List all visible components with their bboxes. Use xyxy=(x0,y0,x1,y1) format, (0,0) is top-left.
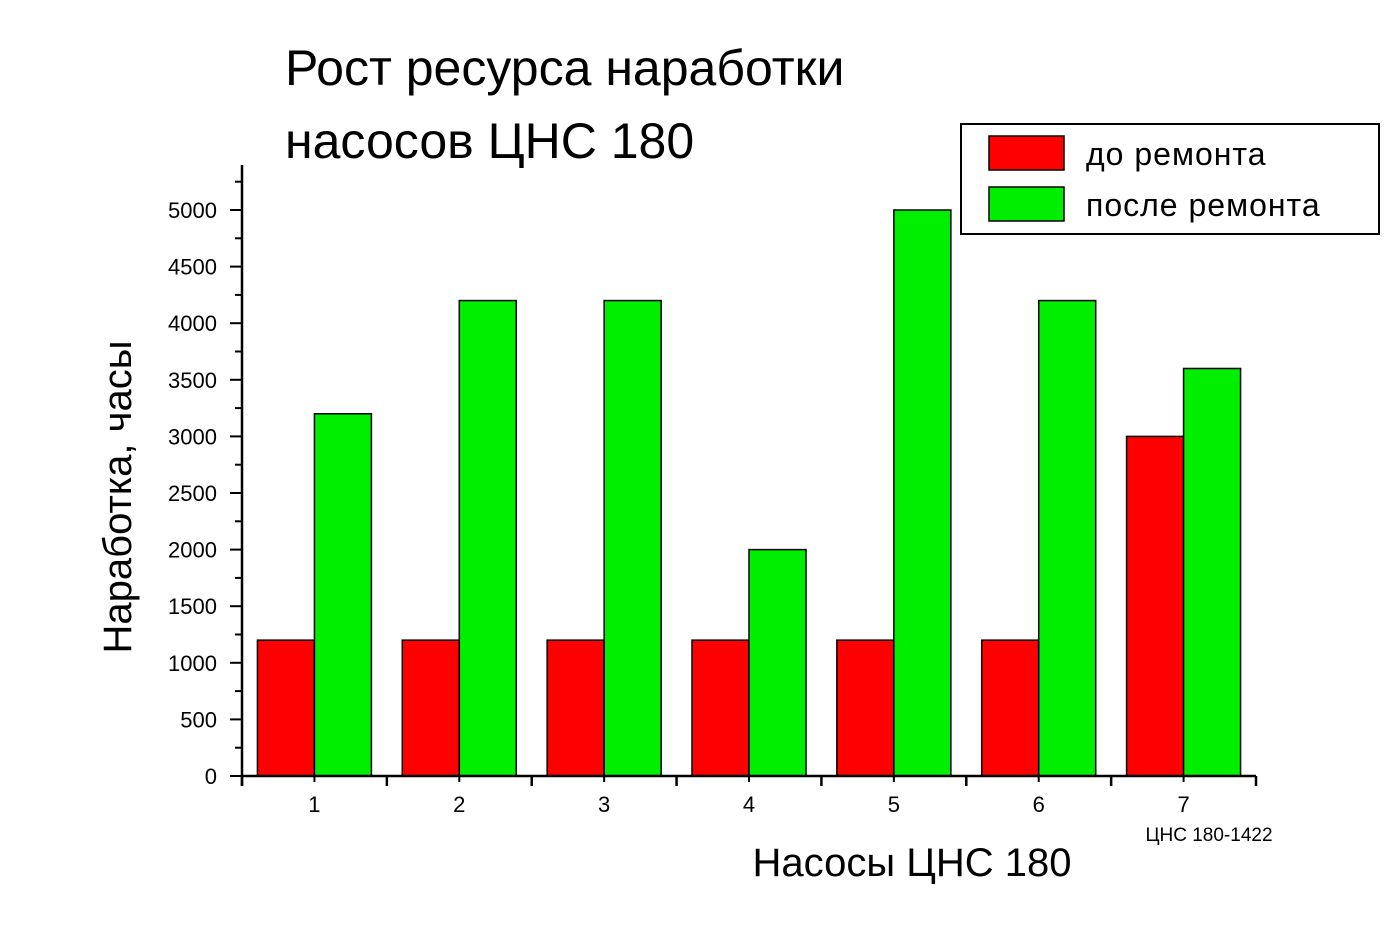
y-tick-label: 4000 xyxy=(168,311,217,336)
x-tick-label: 2 xyxy=(453,792,465,817)
bar-before-6 xyxy=(980,639,1040,777)
legend-label-after: после ремонта xyxy=(1086,187,1321,223)
bar-after-3 xyxy=(603,299,662,777)
y-tick-label: 2000 xyxy=(168,538,217,563)
bar-before-5 xyxy=(836,639,895,777)
x-tick-label: 3 xyxy=(598,792,610,817)
y-tick-label: 1500 xyxy=(168,594,217,619)
x-axis-title: Насосы ЦНС 180 xyxy=(753,841,1072,885)
legend-swatch-after xyxy=(988,186,1065,222)
x-axis: 1 2 3 4 5 6 7 xyxy=(240,774,1258,817)
y-tick-label: 3500 xyxy=(168,368,217,393)
x-tick-label: 1 xyxy=(308,792,320,817)
y-tick-label: 4500 xyxy=(168,255,217,280)
x-tick-label: 7 xyxy=(1177,792,1189,817)
bar-after-4 xyxy=(748,548,807,777)
bar-after-6 xyxy=(1037,299,1097,777)
x-tick-label: 4 xyxy=(743,792,755,817)
bar-before-2 xyxy=(401,639,461,777)
bar-before-1 xyxy=(256,639,316,777)
y-axis: 0 500 1000 1500 2000 2500 3000 3500 4000 4500 5000 xyxy=(168,165,244,789)
bar-after-7 xyxy=(1182,367,1242,777)
category-7-note: ЦНС 180-1422 xyxy=(1145,825,1272,846)
chart-title-line-1: Рост ресурса наработки xyxy=(285,40,844,96)
chart-title-line-2: насосов ЦНС 180 xyxy=(285,113,694,169)
y-axis-title: Наработка, часы xyxy=(96,341,140,654)
x-tick-label: 6 xyxy=(1033,792,1045,817)
x-tick-label: 5 xyxy=(888,792,900,817)
y-tick-label: 3000 xyxy=(168,424,217,449)
legend: до ремонта после ремонта xyxy=(960,123,1380,235)
chart-title: Рост ресурса наработки насосов ЦНС 180 xyxy=(285,40,844,169)
y-tick-label: 1000 xyxy=(168,651,217,676)
bar-before-4 xyxy=(691,639,750,777)
bar-after-5 xyxy=(893,209,952,777)
y-tick-label: 500 xyxy=(180,707,217,732)
bar-before-3 xyxy=(546,639,605,777)
bar-after-1 xyxy=(313,413,373,777)
legend-label-before: до ремонта xyxy=(1086,136,1267,172)
y-tick-label: 5000 xyxy=(168,198,217,223)
legend-swatch-before xyxy=(988,135,1065,171)
bar-before-7 xyxy=(1125,435,1185,777)
bar-after-2 xyxy=(458,299,518,777)
bars-group xyxy=(256,209,1242,777)
y-tick-label: 2500 xyxy=(168,481,217,506)
y-tick-label: 0 xyxy=(205,764,217,789)
